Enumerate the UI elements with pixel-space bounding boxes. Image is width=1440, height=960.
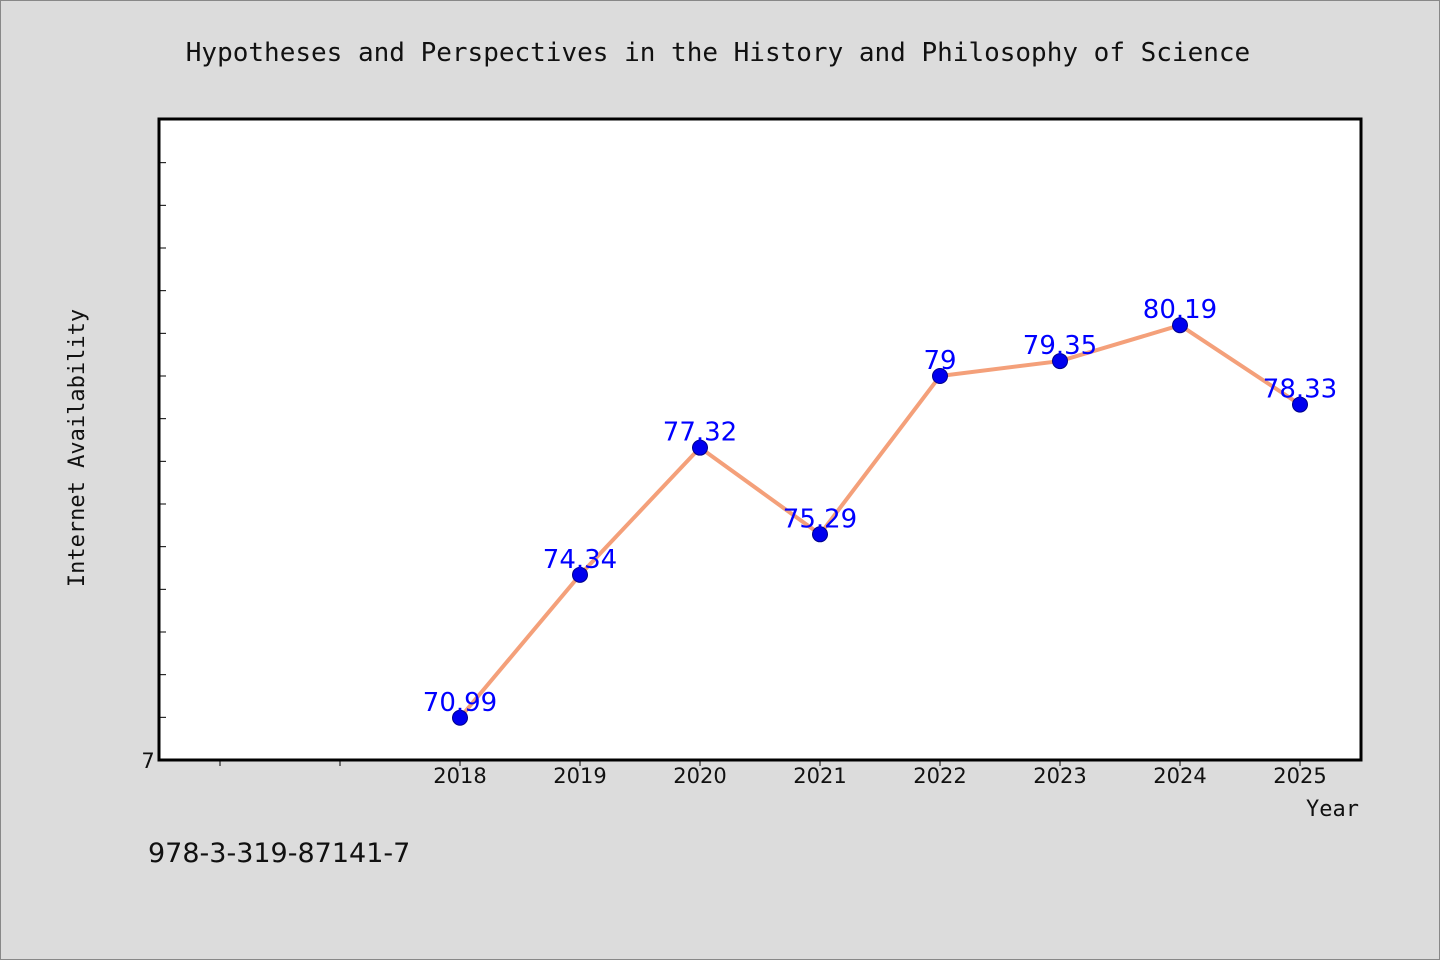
- data-point: [1172, 317, 1188, 334]
- series-line: [458, 323, 1302, 720]
- x-tick-label: 2020: [673, 764, 726, 788]
- data-label: 79.35: [1023, 331, 1097, 361]
- x-tick-label: 2025: [1273, 764, 1326, 788]
- data-label: 77.32: [663, 418, 737, 448]
- data-point: [932, 368, 948, 384]
- data-label: 74.34: [543, 545, 617, 575]
- data-label: 79: [923, 346, 956, 376]
- x-tick-label: 2018: [433, 764, 486, 788]
- x-tick-label: 2019: [553, 764, 606, 788]
- x-tick-label: 2023: [1033, 764, 1086, 788]
- data-labels: 70.99 74.34 77.32 75.29 79 79.35 80.19 78.33: [423, 295, 1337, 718]
- x-axis-ticks: 2018 2019 2020 2021 2022 2023 2024 2025: [219, 760, 1327, 788]
- data-markers: [452, 317, 1308, 726]
- data-label: 70.99: [423, 688, 497, 718]
- chart-title: Hypotheses and Perspectives in the Histo…: [186, 38, 1250, 68]
- x-tick-label: 2022: [913, 764, 966, 788]
- data-label: 78.33: [1263, 375, 1337, 405]
- data-point: [1052, 353, 1068, 370]
- plot-area: [157, 117, 1363, 762]
- data-point: [572, 566, 588, 583]
- x-tick-label: 2021: [793, 764, 846, 788]
- x-axis-label: Year: [1306, 797, 1359, 822]
- x-tick-label: 2024: [1153, 764, 1206, 788]
- data-point: [692, 439, 708, 456]
- data-label: 75.29: [783, 504, 857, 534]
- data-point: [812, 526, 828, 543]
- data-point: [452, 709, 468, 726]
- isbn-text: 978-3-319-87141-7: [148, 838, 410, 869]
- data-label: 80.19: [1143, 295, 1217, 325]
- y-axis-ticks: [160, 162, 166, 718]
- series-line-group: [458, 323, 1302, 720]
- data-point: [1292, 396, 1308, 413]
- y-tick-label: 7: [141, 749, 154, 773]
- y-axis-label: Internet Availability: [65, 309, 90, 587]
